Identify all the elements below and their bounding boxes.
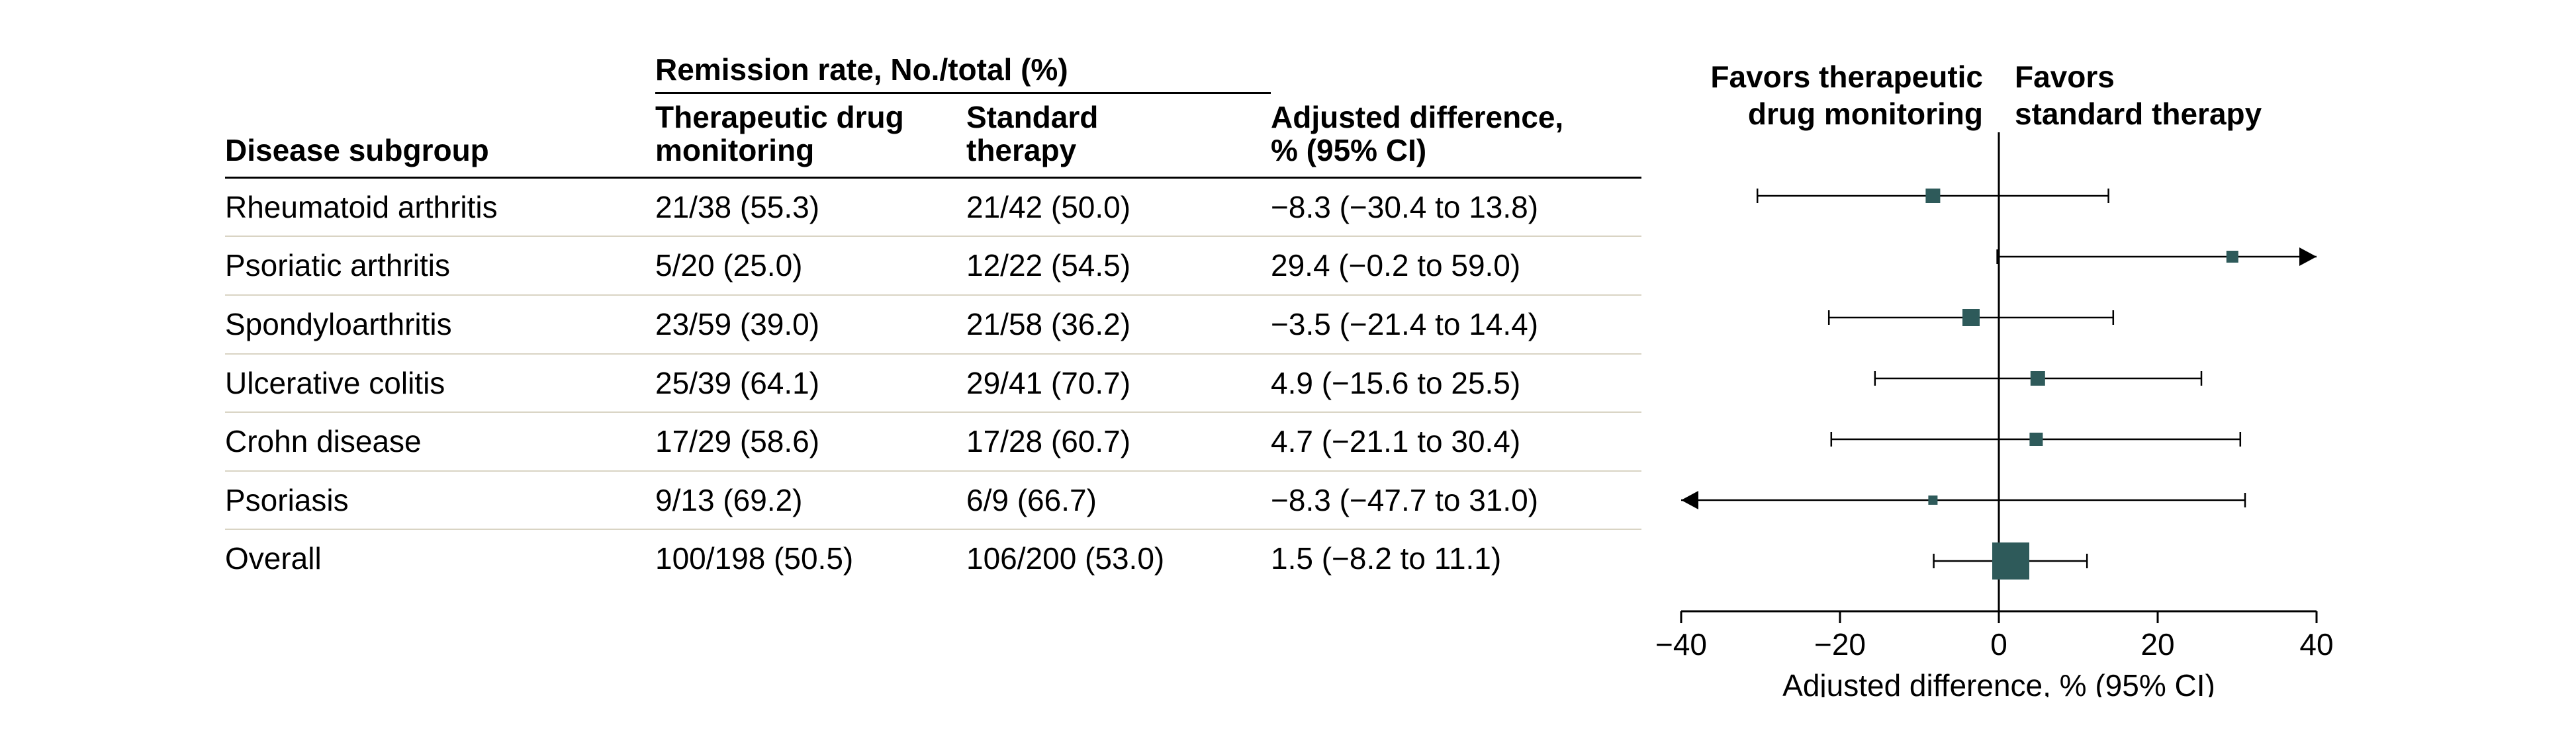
- point-marker: [2031, 371, 2045, 386]
- axis-tick-label: 20: [2140, 627, 2174, 662]
- favors-right-label: Favors: [2015, 60, 2115, 94]
- cell-diff: −3.5 (−21.4 to 14.4): [1271, 295, 1641, 354]
- cell-tdm: 100/198 (50.5): [655, 529, 966, 587]
- cell-diff: −8.3 (−30.4 to 13.8): [1271, 177, 1641, 236]
- cell-diff: 1.5 (−8.2 to 11.1): [1271, 529, 1641, 587]
- cell-std: 29/41 (70.7): [966, 354, 1271, 413]
- cell-diff: 4.9 (−15.6 to 25.5): [1271, 354, 1641, 413]
- axis-tick-label: −20: [1814, 627, 1866, 662]
- cell-subgroup: Crohn disease: [225, 412, 655, 471]
- cell-std: 17/28 (60.7): [966, 412, 1271, 471]
- table-row: Spondyloarthritis23/59 (39.0)21/58 (36.2…: [225, 295, 1641, 354]
- table-row: Rheumatoid arthritis21/38 (55.3)21/42 (5…: [225, 177, 1641, 236]
- col-header-tdm: Therapeutic drugmonitoring: [655, 93, 966, 177]
- axis-tick-label: 40: [2299, 627, 2333, 662]
- cell-tdm: 21/38 (55.3): [655, 177, 966, 236]
- cell-tdm: 17/29 (58.6): [655, 412, 966, 471]
- table-row: Psoriasis9/13 (69.2)6/9 (66.7)−8.3 (−47.…: [225, 471, 1641, 530]
- cell-std: 12/22 (54.5): [966, 236, 1271, 295]
- point-marker: [1992, 542, 2029, 580]
- forest-table: Remission rate, No./total (%) Disease su…: [225, 53, 1641, 587]
- cell-tdm: 9/13 (69.2): [655, 471, 966, 530]
- spanner-remission: Remission rate, No./total (%): [655, 53, 1271, 93]
- favors-left-label: drug monitoring: [1748, 97, 1983, 131]
- table-row: Overall100/198 (50.5)106/200 (53.0)1.5 (…: [225, 529, 1641, 587]
- col-header-subgroup: Disease subgroup: [225, 93, 655, 177]
- cell-subgroup: Rheumatoid arthritis: [225, 177, 655, 236]
- table-row: Crohn disease17/29 (58.6)17/28 (60.7)4.7…: [225, 412, 1641, 471]
- cell-subgroup: Psoriasis: [225, 471, 655, 530]
- favors-left-label: Favors therapeutic: [1710, 60, 1983, 94]
- point-marker: [2029, 433, 2043, 446]
- table-row: Ulcerative colitis25/39 (64.1)29/41 (70.…: [225, 354, 1641, 413]
- cell-tdm: 25/39 (64.1): [655, 354, 966, 413]
- col-header-std: Standardtherapy: [966, 93, 1271, 177]
- ci-arrow-right: [2299, 247, 2317, 266]
- point-marker: [1928, 496, 1937, 505]
- cell-subgroup: Overall: [225, 529, 655, 587]
- cell-diff: −8.3 (−47.7 to 31.0): [1271, 471, 1641, 530]
- cell-diff: 4.7 (−21.1 to 30.4): [1271, 412, 1641, 471]
- cell-tdm: 23/59 (39.0): [655, 295, 966, 354]
- x-axis-label: Adjusted difference, % (95% CI): [1782, 668, 2215, 697]
- point-marker: [2227, 251, 2238, 263]
- cell-std: 21/42 (50.0): [966, 177, 1271, 236]
- forest-plot: Favors therapeuticdrug monitoring Favorss…: [1641, 53, 2356, 697]
- cell-std: 6/9 (66.7): [966, 471, 1271, 530]
- table-row: Psoriatic arthritis5/20 (25.0)12/22 (54.…: [225, 236, 1641, 295]
- cell-std: 21/58 (36.2): [966, 295, 1271, 354]
- axis-tick-label: −40: [1655, 627, 1707, 662]
- cell-subgroup: Spondyloarthritis: [225, 295, 655, 354]
- cell-tdm: 5/20 (25.0): [655, 236, 966, 295]
- ci-arrow-left: [1681, 491, 1698, 509]
- favors-right-label: standard therapy: [2015, 97, 2262, 131]
- col-header-diff: Adjusted difference,% (95% CI): [1271, 93, 1641, 177]
- point-marker: [1962, 309, 1980, 326]
- point-marker: [1925, 189, 1940, 203]
- cell-subgroup: Psoriatic arthritis: [225, 236, 655, 295]
- cell-subgroup: Ulcerative colitis: [225, 354, 655, 413]
- cell-std: 106/200 (53.0): [966, 529, 1271, 587]
- cell-diff: 29.4 (−0.2 to 59.0): [1271, 236, 1641, 295]
- axis-tick-label: 0: [1990, 627, 2007, 662]
